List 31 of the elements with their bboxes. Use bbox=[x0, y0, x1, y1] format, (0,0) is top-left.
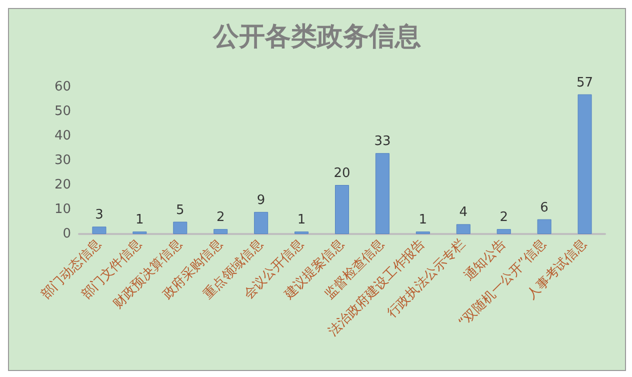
bar bbox=[578, 94, 592, 234]
bar bbox=[254, 212, 268, 234]
data-label: 20 bbox=[334, 166, 350, 181]
bar bbox=[92, 226, 106, 234]
bar bbox=[173, 222, 188, 234]
data-label: 5 bbox=[176, 202, 184, 218]
data-label: 57 bbox=[576, 75, 594, 90]
y-tick-label: 10 bbox=[54, 202, 71, 217]
data-label: 33 bbox=[374, 134, 391, 150]
bar bbox=[375, 153, 390, 234]
bar bbox=[214, 229, 228, 234]
y-tick-label: 50 bbox=[54, 104, 71, 119]
data-label: 1 bbox=[418, 212, 428, 228]
bar bbox=[456, 224, 470, 234]
bar bbox=[496, 229, 511, 234]
y-tick-label: 0 bbox=[62, 226, 71, 242]
data-label: 1 bbox=[136, 212, 144, 228]
y-tick-label: 30 bbox=[54, 153, 71, 168]
chart-title: 公开各类政务信息 bbox=[212, 22, 421, 52]
bar bbox=[537, 219, 552, 234]
bar bbox=[335, 185, 349, 234]
y-tick-label: 20 bbox=[54, 178, 71, 192]
y-tick-label: 60 bbox=[54, 80, 71, 94]
data-label: 1 bbox=[297, 212, 306, 228]
data-label: 3 bbox=[95, 208, 104, 223]
data-label: 9 bbox=[256, 192, 266, 208]
data-label: 4 bbox=[459, 205, 468, 220]
data-label: 2 bbox=[500, 210, 508, 226]
data-label: 2 bbox=[216, 210, 225, 226]
y-tick-label: 40 bbox=[54, 128, 71, 144]
data-label: 6 bbox=[540, 200, 548, 216]
